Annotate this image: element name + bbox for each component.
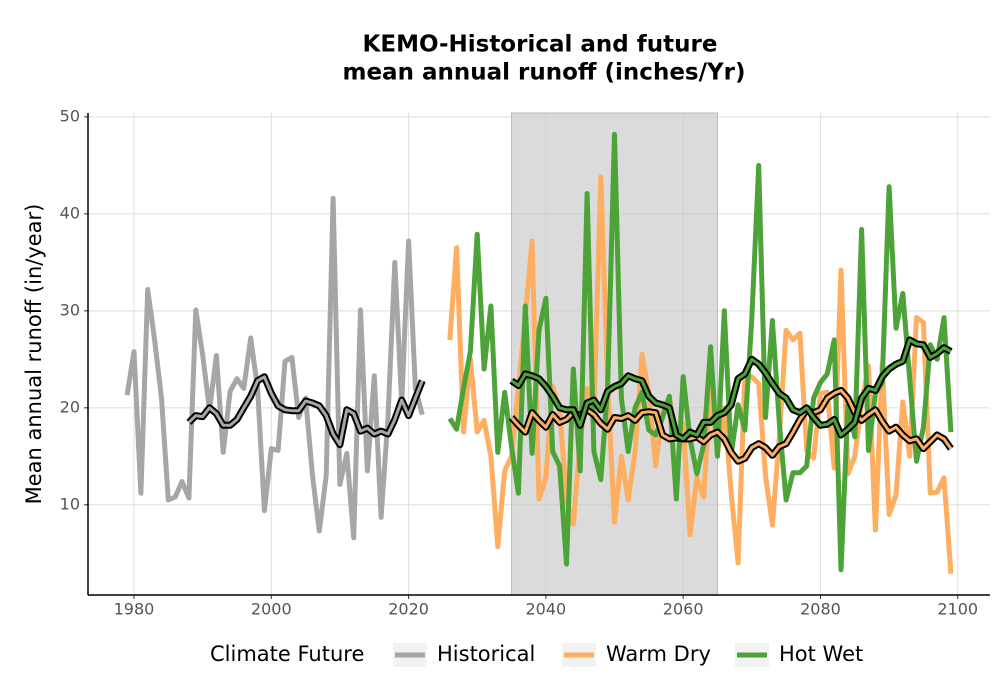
x-tick-label: 2080: [800, 600, 841, 619]
y-tick-label: 20: [60, 397, 80, 416]
x-tick-label: 2060: [663, 600, 704, 619]
y-axis-label: Mean annual runoff (in/year): [22, 204, 46, 505]
legend-label: Historical: [437, 642, 535, 666]
chart-title: mean annual runoff (inches/Yr): [342, 60, 745, 86]
x-tick-label: 2020: [388, 600, 429, 619]
legend-title: Climate Future: [210, 642, 364, 666]
x-tick-label: 2040: [526, 600, 567, 619]
x-tick-label: 2100: [937, 600, 978, 619]
x-tick-label: 2000: [251, 600, 292, 619]
y-tick-label: 40: [60, 203, 80, 222]
smooth-line: [510, 338, 952, 441]
y-tick-label: 10: [60, 494, 80, 513]
series-line: [124, 195, 425, 541]
smooth-line: [187, 375, 424, 447]
y-tick-label: 50: [60, 106, 80, 125]
legend-label: Hot Wet: [779, 642, 863, 666]
y-tick-label: 30: [60, 300, 80, 319]
x-tick-label: 1980: [114, 600, 155, 619]
chart-title: KEMO-Historical and future: [363, 32, 718, 58]
legend-label: Warm Dry: [606, 642, 711, 666]
